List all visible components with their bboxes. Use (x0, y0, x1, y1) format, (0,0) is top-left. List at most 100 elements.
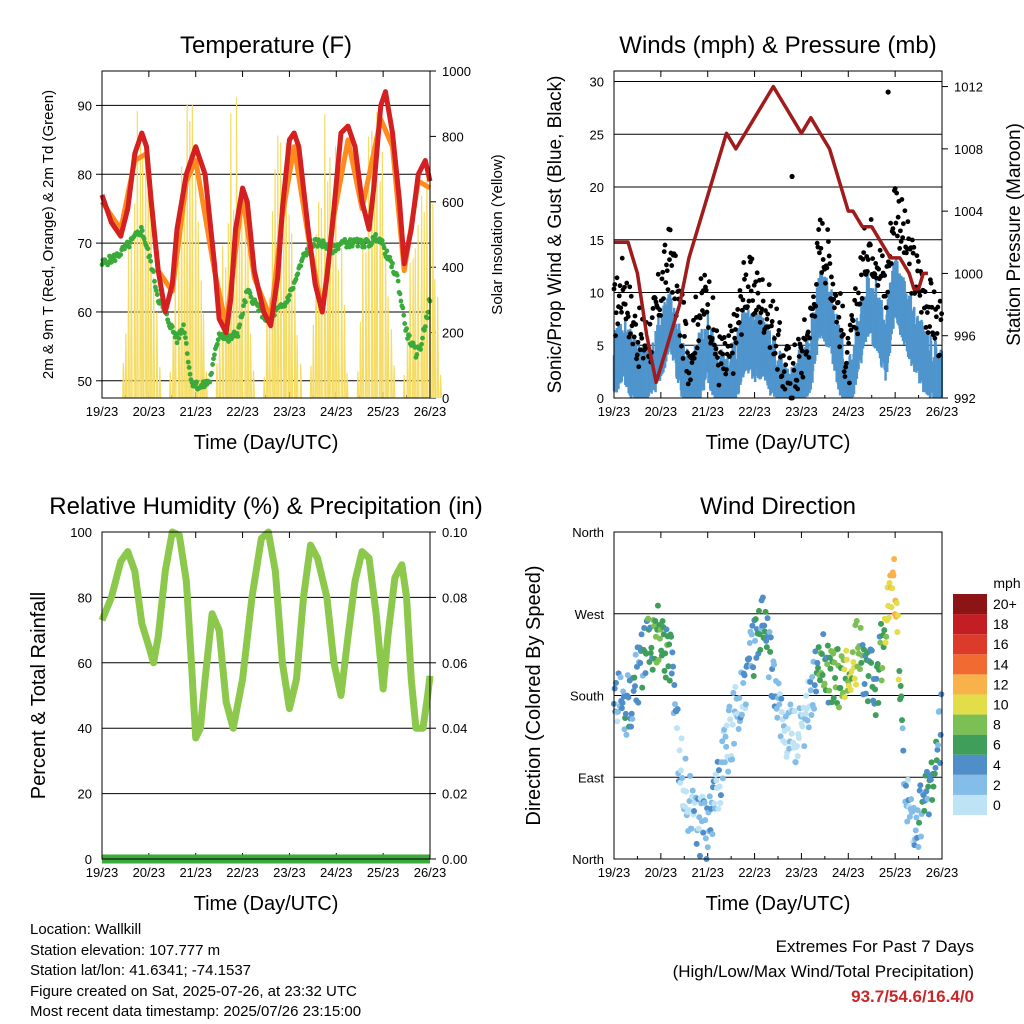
wind-direction-point (794, 743, 801, 750)
wind-direction-point (818, 650, 825, 657)
solar-spike (235, 97, 238, 399)
solar-spike (122, 362, 125, 399)
wind-direction-point (723, 722, 730, 729)
panel-3-xtick-label: 24/23 (320, 865, 353, 880)
wind-gust-point (745, 304, 750, 310)
wind-direction-point (893, 600, 900, 607)
wind-gust-point (906, 261, 912, 267)
wind-gust-point (935, 304, 941, 310)
wind-gust-point (877, 247, 883, 253)
rh-ytick-label: 20 (78, 787, 92, 802)
solar-spike (340, 247, 344, 399)
wind-direction-point (937, 731, 944, 738)
wind-direction-point (638, 631, 645, 638)
colorbar-swatch (953, 674, 987, 695)
wind-direction-point (815, 644, 822, 651)
wind-gust-point (739, 307, 745, 313)
solar-spike (356, 371, 360, 399)
solar-ytick-label: 800 (442, 129, 464, 144)
wind-direction-point (847, 686, 854, 693)
wind-gust-point (779, 373, 785, 379)
wind-gust-point (814, 240, 820, 246)
colorbar-label: 2 (993, 777, 1001, 793)
colorbar-swatch (953, 734, 987, 755)
dewpoint-point (414, 352, 420, 357)
wind-gust-point (748, 288, 754, 294)
colorbar-swatch (953, 694, 987, 715)
wind-gust-point (660, 269, 666, 275)
wind-direction-point (815, 664, 822, 671)
wind-gust-point (689, 360, 695, 365)
wind-gust-point (894, 190, 900, 196)
wind-direction-point (614, 708, 621, 715)
wind-direction-point (858, 659, 865, 666)
wind-gust-point (624, 280, 630, 286)
colorbar-label: 4 (993, 757, 1001, 773)
panel-3-xtick-label: 23/23 (273, 865, 306, 880)
wind-gust-point (614, 275, 620, 281)
wind-gust-point (718, 361, 724, 367)
wind-direction-point (766, 628, 773, 635)
rh-plot-frame (101, 531, 431, 860)
wind-gust-point (934, 331, 940, 336)
wind-gust-point (664, 268, 670, 274)
wind-gust-point (615, 321, 621, 327)
wind-gust-point (885, 289, 891, 295)
wind-gust-point (694, 345, 700, 351)
wind-gust-point (727, 323, 733, 329)
wind-gust-point (781, 353, 786, 359)
wind-direction-point (841, 694, 848, 701)
wind-gust-point (897, 246, 903, 251)
wind-gust-point (922, 289, 928, 295)
wind-gust-point (872, 271, 878, 277)
wind-gust-point (696, 338, 702, 344)
wind-direction-point (938, 691, 945, 698)
wind-direction-point (631, 683, 638, 690)
wind-gust-point (870, 256, 876, 261)
solar-spike (420, 195, 424, 399)
wind-gust-point (832, 305, 837, 311)
solar-spike (141, 153, 145, 399)
wind-direction-point (790, 739, 797, 746)
wind-gust-point (658, 312, 663, 318)
wdir-ytick-label: South (570, 689, 604, 704)
wind-direction-point (888, 604, 895, 611)
dewpoint-point (215, 337, 221, 343)
dewpoint-point (355, 243, 361, 249)
wind-direction-point (764, 615, 771, 622)
wind-direction-point (778, 695, 785, 702)
dewpoint-point (406, 333, 412, 338)
wind-direction-point (623, 731, 630, 738)
wind-gust-point (723, 371, 729, 377)
wind-gust-point (777, 320, 783, 325)
wind-direction-point (862, 690, 869, 697)
dewpoint-point (154, 292, 160, 297)
wind-ylabel: Sonic/Prop Wind & Gust (Blue, Black) (545, 76, 566, 394)
wind-direction-point (649, 666, 656, 673)
wind-gust-point (617, 283, 623, 289)
wind-gust-point (753, 279, 759, 285)
wind-gust-point (667, 257, 672, 263)
wind-gust-point (829, 274, 834, 280)
wind-gust-point (844, 349, 850, 355)
dewpoint-point (118, 252, 124, 258)
wind-direction-point (857, 624, 864, 631)
wdir-ytick-label: West (575, 607, 605, 622)
wind-gust-point (888, 261, 894, 266)
solar-ytick-label: 1000 (442, 64, 471, 79)
solar-spike (392, 365, 396, 399)
wind-gust-point (628, 293, 634, 299)
wind-direction-point (702, 817, 709, 824)
figure-created: Figure created on Sat, 2025-07-26, at 23… (30, 982, 357, 1000)
dewpoint-point (174, 340, 180, 346)
wind-gust-point (730, 371, 736, 377)
wind-gust-point (754, 270, 760, 276)
wind-gust-point (735, 307, 741, 312)
panel-4-xtick-label: 19/23 (598, 865, 631, 880)
wind-gust-point (835, 299, 841, 305)
wind-direction-point (861, 681, 868, 688)
dewpoint-point (287, 292, 292, 298)
wind-direction-point (788, 730, 795, 737)
wind-gust-point (792, 342, 798, 348)
wind-direction-point (820, 631, 827, 638)
